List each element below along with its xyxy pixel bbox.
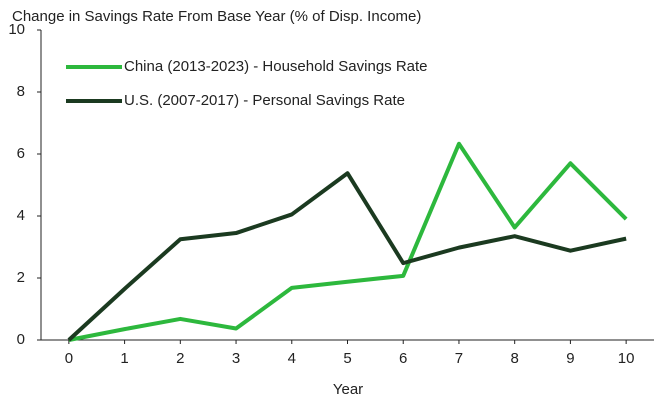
series-line bbox=[68, 141, 628, 342]
x-tick-label: 7 bbox=[455, 350, 463, 367]
y-tick-label: 0 bbox=[17, 331, 25, 348]
chart-title: Change in Savings Rate From Base Year (%… bbox=[12, 8, 421, 25]
y-tick-label: 4 bbox=[17, 207, 25, 224]
y-tick-label: 10 bbox=[8, 21, 25, 38]
x-tick-label: 10 bbox=[618, 350, 635, 367]
x-tick-label: 5 bbox=[343, 350, 351, 367]
legend-label: China (2013-2023) - Household Savings Ra… bbox=[124, 58, 428, 75]
y-tick-label: 6 bbox=[17, 145, 25, 162]
series-line bbox=[67, 171, 627, 342]
x-axis-label: Year bbox=[333, 381, 363, 398]
x-tick-label: 9 bbox=[566, 350, 574, 367]
y-tick-label: 2 bbox=[17, 269, 25, 286]
x-tick-label: 4 bbox=[288, 350, 296, 367]
x-tick-label: 3 bbox=[232, 350, 240, 367]
x-tick-label: 0 bbox=[65, 350, 73, 367]
x-tick-label: 2 bbox=[176, 350, 184, 367]
legend-label: U.S. (2007-2017) - Personal Savings Rate bbox=[124, 92, 405, 109]
x-tick-label: 6 bbox=[399, 350, 407, 367]
x-tick-label: 8 bbox=[511, 350, 519, 367]
x-tick-label: 1 bbox=[120, 350, 128, 367]
y-tick-label: 8 bbox=[17, 83, 25, 100]
